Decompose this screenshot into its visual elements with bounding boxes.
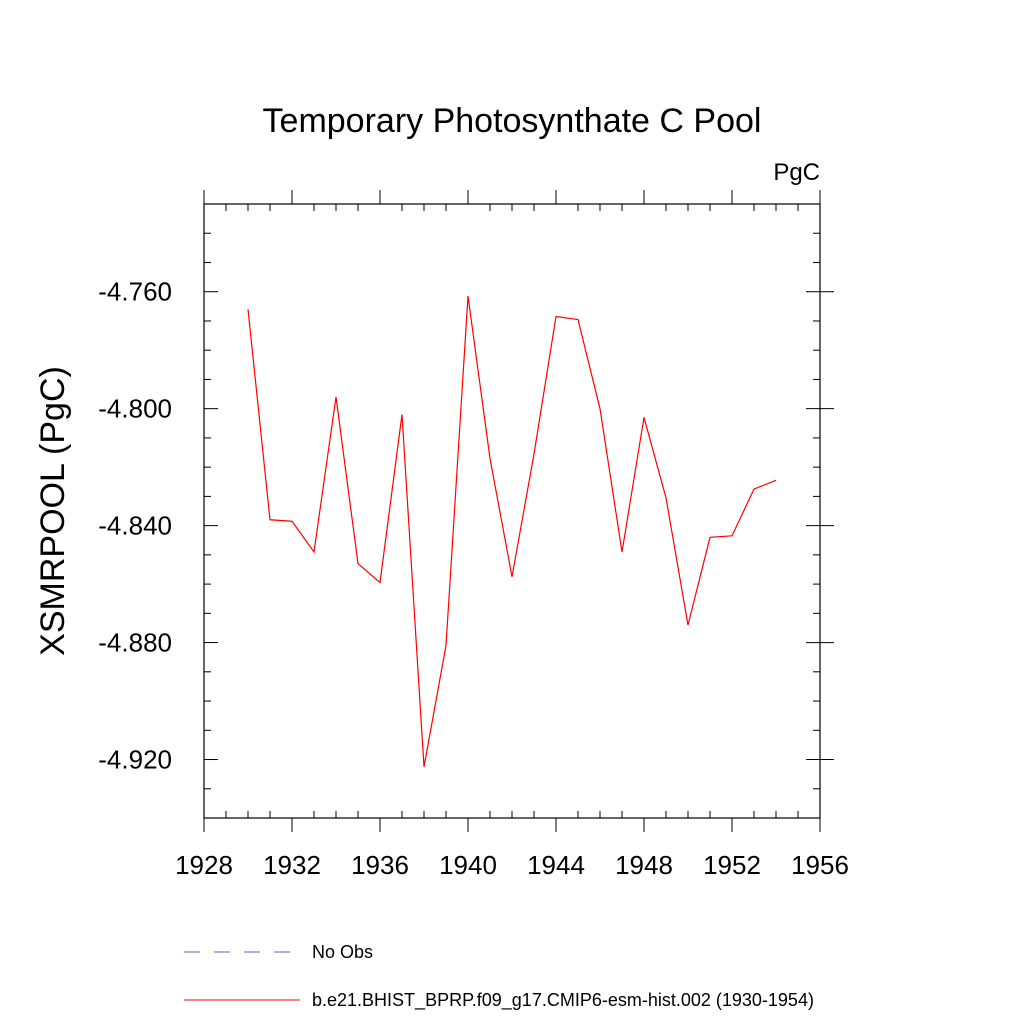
y-tick-label: -4.880	[98, 628, 172, 658]
x-tick-label: 1928	[175, 850, 233, 880]
chart-title: Temporary Photosynthate C Pool	[263, 102, 762, 140]
plot-frame	[203, 203, 821, 819]
x-tick-label: 1956	[791, 850, 849, 880]
series-layer	[247, 296, 777, 767]
x-tick-label: 1952	[703, 850, 761, 880]
y-tick-label: -4.840	[98, 511, 172, 541]
x-tick-label: 1944	[527, 850, 585, 880]
units-label: PgC	[773, 159, 820, 186]
y-axis-label: XSMRPOOL (PgC)	[34, 366, 72, 656]
x-tick-label: 1932	[263, 850, 321, 880]
y-tick-label: -4.760	[98, 277, 172, 307]
y-tick-label: -4.920	[98, 745, 172, 775]
x-axis: 1928 1932 1936 1940 1944 1948 1952 1956	[175, 190, 849, 880]
series-line-0	[247, 296, 777, 767]
legend: No Obs b.e21.BHIST_BPRP.f09_g17.CMIP6-es…	[184, 942, 814, 1011]
legend-label-no-obs: No Obs	[312, 942, 373, 962]
x-tick-label: 1936	[351, 850, 409, 880]
y-tick-label: -4.800	[98, 394, 172, 424]
legend-label-model-run: b.e21.BHIST_BPRP.f09_g17.CMIP6-esm-hist.…	[312, 990, 814, 1011]
y-axis: -4.760 -4.800 -4.840 -4.880 -4.920	[98, 203, 834, 819]
x-tick-label: 1940	[439, 850, 497, 880]
x-tick-label: 1948	[615, 850, 673, 880]
